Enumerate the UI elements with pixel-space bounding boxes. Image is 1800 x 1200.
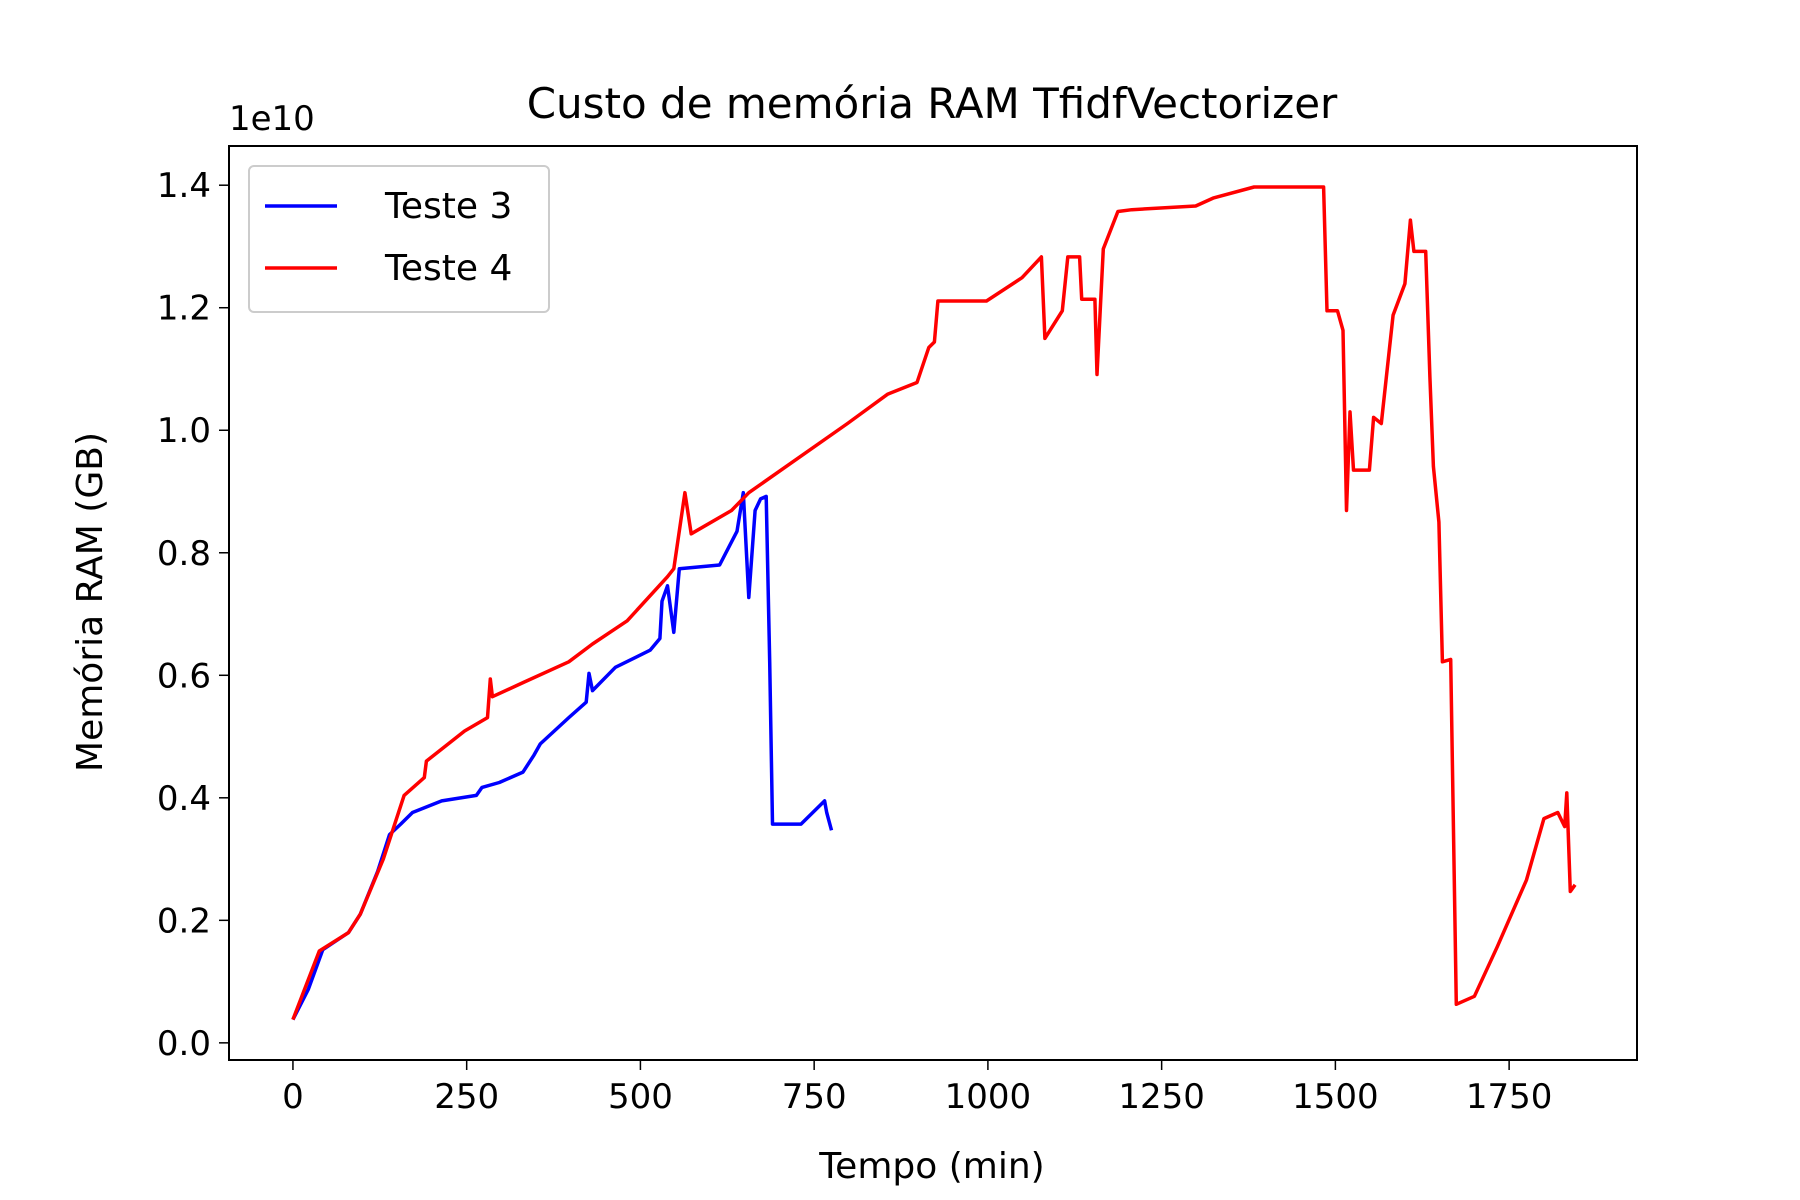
legend-box — [248, 165, 550, 313]
y-tick-label: 1.0 — [157, 411, 211, 451]
x-tick-label: 1000 — [945, 1077, 1032, 1117]
x-tick-label: 500 — [608, 1077, 673, 1117]
x-tick-label: 750 — [782, 1077, 847, 1117]
x-tick-label: 0 — [282, 1077, 304, 1117]
chart-title: Custo de memória RAM TfidfVectorizer — [527, 79, 1338, 128]
y-tick-label: 0.0 — [157, 1024, 211, 1064]
y-axis-label: Memória RAM (GB) — [70, 432, 111, 772]
series-line — [291, 185, 1577, 1021]
y-tick-label: 1.4 — [157, 166, 211, 206]
x-tick-label: 1250 — [1118, 1077, 1205, 1117]
y-offset-label: 1e10 — [229, 99, 315, 139]
legend-label: Teste 4 — [384, 248, 512, 289]
series-line — [291, 490, 834, 1021]
y-tick-label: 0.8 — [157, 534, 211, 574]
y-tick-label: 1.2 — [157, 289, 211, 329]
y-tick-label: 0.2 — [157, 901, 211, 941]
x-tick-label: 250 — [434, 1077, 499, 1117]
axes-frame — [228, 145, 1638, 1061]
x-tick-label: 1750 — [1466, 1077, 1553, 1117]
y-tick-label: 0.4 — [157, 779, 211, 819]
x-axis-label: Tempo (min) — [818, 1146, 1044, 1187]
legend-label: Teste 3 — [384, 186, 512, 227]
y-tick-label: 0.6 — [157, 656, 211, 696]
x-tick-label: 1500 — [1292, 1077, 1379, 1117]
